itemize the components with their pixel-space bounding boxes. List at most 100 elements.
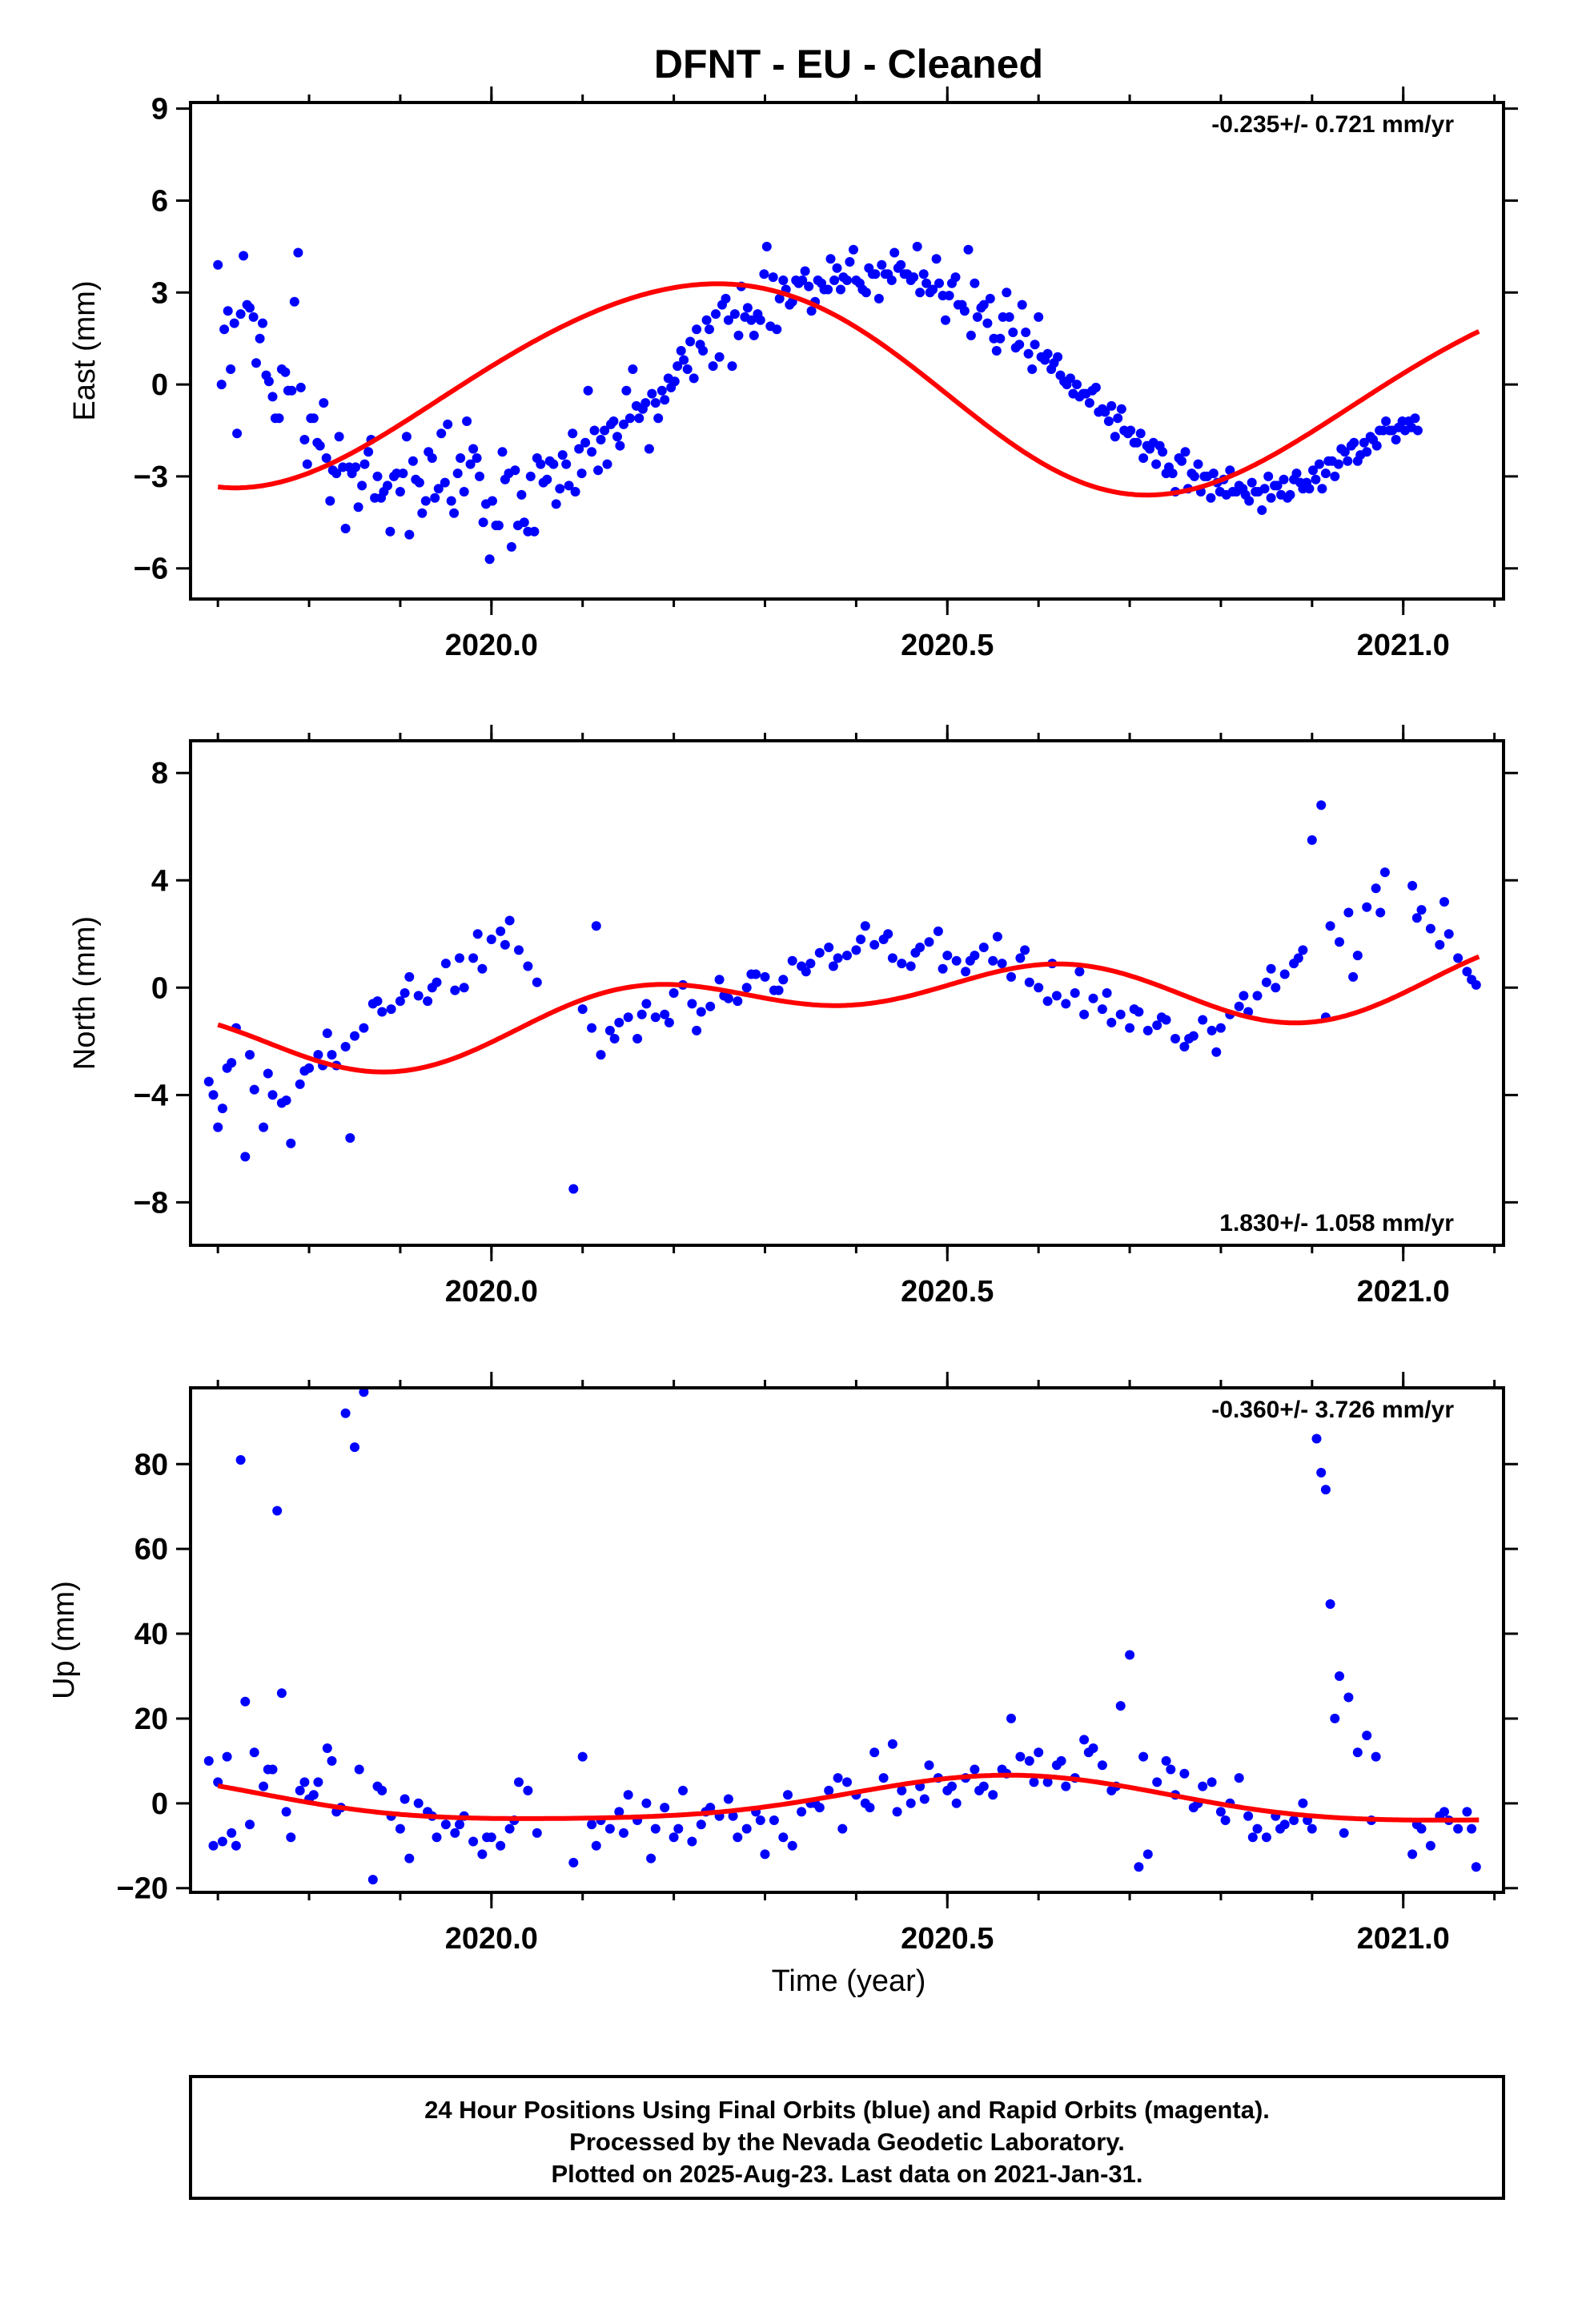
- up-data-point: [1252, 1823, 1263, 1834]
- north-data-point: [1207, 1025, 1217, 1035]
- east-data-point: [742, 303, 753, 313]
- up-data-point: [892, 1807, 902, 1817]
- east-data-point: [589, 425, 600, 436]
- east-data-point: [1266, 493, 1276, 503]
- east-data-point: [749, 330, 759, 340]
- north-data-point: [1352, 951, 1363, 961]
- east-data-point: [778, 275, 789, 285]
- east-data-point: [619, 419, 628, 429]
- up-data-point: [824, 1785, 834, 1795]
- up-data-point: [1471, 1862, 1481, 1872]
- east-data-point: [1464, 0, 1474, 5]
- north-data-point: [1375, 907, 1386, 918]
- up-data-point: [1083, 1747, 1094, 1758]
- east-data-point: [519, 517, 529, 528]
- east-data-point: [1417, 0, 1427, 5]
- up-data-point: [276, 1688, 287, 1699]
- north-data-point: [1335, 937, 1344, 947]
- north-data-point: [240, 1152, 251, 1162]
- up-data-point: [970, 1764, 980, 1775]
- east-data-point: [587, 447, 597, 457]
- east-data-point: [478, 517, 488, 528]
- north-data-point: [933, 926, 943, 936]
- north-data-point: [208, 1090, 219, 1100]
- north-data-point: [856, 935, 866, 944]
- north-data-point: [1042, 996, 1053, 1007]
- east-y-tick-label: −3: [134, 460, 168, 494]
- east-data-point: [433, 484, 444, 494]
- east-data-point: [295, 382, 306, 392]
- up-data-point: [240, 1696, 251, 1707]
- north-data-point: [372, 996, 383, 1007]
- north-data-point: [1443, 929, 1454, 939]
- up-data-point: [778, 1832, 789, 1843]
- east-data-point: [966, 330, 976, 340]
- east-data-point: [634, 413, 644, 424]
- up-data-point: [760, 1849, 770, 1860]
- north-data-point: [997, 959, 1007, 969]
- east-data-point: [615, 440, 625, 451]
- up-data-point: [1362, 1731, 1372, 1741]
- up-data-point: [1152, 1777, 1162, 1787]
- east-y-tick-label: 6: [151, 184, 168, 218]
- east-data-point: [1106, 400, 1117, 411]
- east-data-point: [624, 413, 635, 424]
- north-data-point: [468, 953, 479, 963]
- north-data-point: [1156, 1012, 1166, 1023]
- up-data-point: [604, 1823, 615, 1834]
- east-data-point: [1320, 468, 1331, 479]
- north-data-point: [650, 1012, 661, 1023]
- east-data-point: [216, 380, 227, 390]
- up-data-point: [887, 1739, 897, 1749]
- east-data-point: [912, 241, 922, 251]
- up-data-point: [227, 1827, 237, 1838]
- east-data-point: [669, 376, 680, 387]
- east-data-point: [1247, 477, 1257, 488]
- east-data-point: [351, 462, 361, 472]
- east-data-point: [640, 398, 651, 408]
- north-data-point: [1467, 975, 1477, 985]
- east-data-point: [836, 284, 845, 295]
- up-data-point: [669, 1832, 679, 1843]
- up-data-point: [1247, 1832, 1258, 1843]
- up-data-point: [1462, 1807, 1472, 1817]
- up-data-point: [299, 1777, 310, 1787]
- east-data-point: [1017, 300, 1027, 310]
- east-y-tick-label: 3: [151, 276, 168, 310]
- up-data-point: [641, 1798, 652, 1808]
- up-data-point: [208, 1840, 219, 1851]
- east-data-point: [772, 324, 782, 335]
- north-data-point: [664, 1017, 674, 1027]
- east-data-point: [1004, 312, 1014, 322]
- east-data-point: [1177, 456, 1186, 466]
- east-data-point: [488, 496, 497, 506]
- east-data-point: [1439, 0, 1448, 5]
- east-data-point: [436, 428, 447, 439]
- north-x-tick-label: 2020.0: [445, 1275, 538, 1309]
- north-fit-curve: [217, 954, 1480, 1075]
- north-data-point: [532, 977, 542, 987]
- east-data-point: [1419, 0, 1429, 5]
- north-y-tick-label: 8: [151, 757, 168, 790]
- north-data-point: [1298, 945, 1308, 955]
- north-data-point: [801, 967, 811, 977]
- up-plot-frame: [189, 1386, 1505, 1894]
- east-data-point: [401, 432, 412, 442]
- east-data-point: [679, 355, 689, 365]
- up-data-point: [1316, 1467, 1327, 1478]
- east-data-point: [452, 468, 463, 479]
- north-data-point: [910, 947, 921, 958]
- north-data-point: [824, 943, 834, 952]
- up-data-point: [587, 1819, 597, 1830]
- up-data-point: [919, 1794, 930, 1804]
- east-data-point: [1158, 447, 1168, 457]
- east-data-point: [621, 385, 632, 396]
- east-data-point: [653, 413, 664, 424]
- east-data-point: [759, 269, 769, 279]
- up-data-point: [1311, 1433, 1322, 1444]
- north-data-point: [472, 929, 483, 939]
- north-data-point: [1129, 1004, 1139, 1015]
- north-data-point: [591, 921, 601, 931]
- east-data-point: [1244, 496, 1255, 506]
- north-data-point: [1362, 902, 1372, 912]
